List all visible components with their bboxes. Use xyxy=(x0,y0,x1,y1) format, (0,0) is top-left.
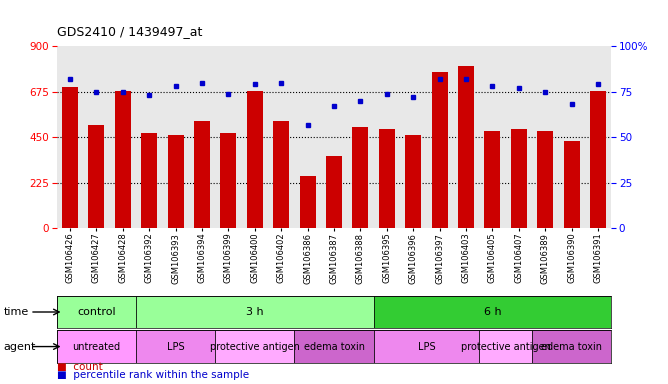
Bar xyxy=(405,135,421,228)
Bar xyxy=(432,73,448,228)
Bar xyxy=(273,121,289,228)
Bar xyxy=(537,131,553,228)
Bar xyxy=(379,129,395,228)
Bar xyxy=(141,133,157,228)
Bar xyxy=(295,330,373,363)
Bar xyxy=(62,87,78,228)
Bar xyxy=(247,91,263,228)
Bar xyxy=(57,330,136,363)
Bar xyxy=(564,141,580,228)
Text: edema toxin: edema toxin xyxy=(303,341,365,352)
Text: untreated: untreated xyxy=(72,341,120,352)
Bar xyxy=(300,176,315,228)
Text: agent: agent xyxy=(3,341,35,352)
Text: LPS: LPS xyxy=(418,341,436,352)
Bar xyxy=(215,330,295,363)
Text: time: time xyxy=(3,307,29,317)
Text: 3 h: 3 h xyxy=(246,307,264,317)
Bar xyxy=(57,296,136,328)
Bar xyxy=(220,133,236,228)
Bar xyxy=(136,296,373,328)
Bar xyxy=(479,330,532,363)
Bar xyxy=(168,135,184,228)
Bar xyxy=(115,91,131,228)
Text: 6 h: 6 h xyxy=(484,307,501,317)
Text: protective antigen: protective antigen xyxy=(461,341,550,352)
Text: control: control xyxy=(77,307,116,317)
Bar xyxy=(373,296,611,328)
Bar xyxy=(511,129,527,228)
Bar xyxy=(194,121,210,228)
Text: LPS: LPS xyxy=(167,341,184,352)
Text: GDS2410 / 1439497_at: GDS2410 / 1439497_at xyxy=(57,25,202,38)
Text: ■  count: ■ count xyxy=(57,362,102,372)
Bar xyxy=(532,330,611,363)
Bar xyxy=(484,131,500,228)
Text: protective antigen: protective antigen xyxy=(210,341,300,352)
Bar xyxy=(88,125,104,228)
Bar xyxy=(458,66,474,228)
Bar xyxy=(136,330,215,363)
Bar xyxy=(590,91,606,228)
Text: ■  percentile rank within the sample: ■ percentile rank within the sample xyxy=(57,370,249,380)
Bar xyxy=(373,330,479,363)
Bar xyxy=(326,156,342,228)
Bar xyxy=(353,127,368,228)
Text: edema toxin: edema toxin xyxy=(541,341,602,352)
